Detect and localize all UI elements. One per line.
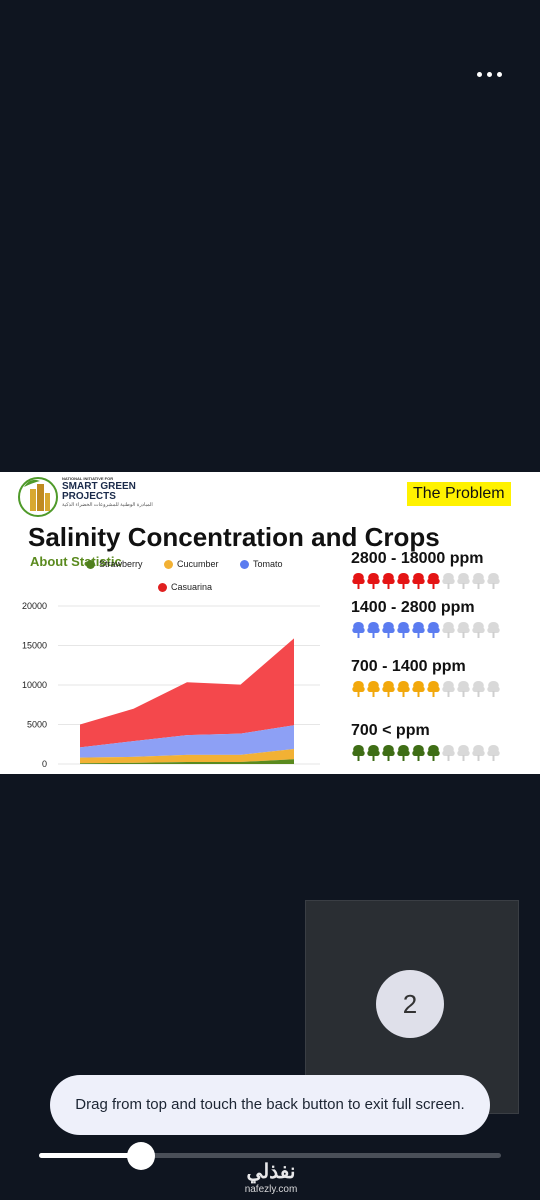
slide-title: Salinity Concentration and Crops xyxy=(28,522,440,552)
tree-icon-empty xyxy=(442,622,455,638)
logo-title-line2: PROJECTS xyxy=(62,491,116,502)
band-label: 1400 - 2800 ppm xyxy=(351,599,475,616)
band-below-700: 700 < ppm xyxy=(351,722,521,762)
fullscreen-exit-toast: Drag from top and touch the back button … xyxy=(50,1075,490,1135)
problem-tag: The Problem xyxy=(407,482,511,506)
tree-icon-empty xyxy=(457,745,470,761)
band-label: 700 < ppm xyxy=(351,722,430,739)
legend-dot-casuarina xyxy=(158,582,167,592)
tree-icon-filled xyxy=(427,681,440,697)
tree-icon-filled xyxy=(367,573,380,589)
tree-icon-filled xyxy=(412,622,425,638)
tree-icon-filled xyxy=(427,745,440,761)
band-label: 2800 - 18000 ppm xyxy=(351,550,484,567)
smart-green-projects-logo xyxy=(18,477,58,517)
logo-title: SMART GREEN PROJECTS xyxy=(62,482,136,502)
tree-icon-empty xyxy=(487,622,500,638)
y-tick-label: 5000 xyxy=(27,720,47,730)
tree-icon-empty xyxy=(472,622,485,638)
band-2800-18000: 2800 - 18000 ppm xyxy=(351,550,521,590)
tree-icon-empty xyxy=(487,745,500,761)
tree-icon-filled xyxy=(397,573,410,589)
band-1400-2800: 1400 - 2800 ppm xyxy=(351,599,521,639)
area-series-strawberry xyxy=(80,759,294,764)
tree-icon-empty xyxy=(472,681,485,697)
dot xyxy=(476,71,482,77)
y-tick-label: 15000 xyxy=(22,641,47,651)
tree-icon-filled xyxy=(352,573,365,589)
legend-label: Tomato xyxy=(253,559,283,569)
area-series-casuarina xyxy=(80,638,294,748)
watermark-arabic: نفذلي xyxy=(246,1161,296,1183)
seekbar-progress xyxy=(39,1153,141,1158)
tree-icon-filled xyxy=(382,573,395,589)
tree-icon-filled xyxy=(367,681,380,697)
tree-icon-filled xyxy=(367,622,380,638)
tree-icon-filled xyxy=(427,622,440,638)
band-700-1400: 700 - 1400 ppm xyxy=(351,658,521,698)
tree-icon-empty xyxy=(457,681,470,697)
nafezly-watermark: نفذلي nafezly.com xyxy=(236,1160,306,1196)
logo-small-text: NATIONAL INITIATIVE FOR xyxy=(62,476,114,481)
legend-casuarina: Casuarina xyxy=(158,582,212,592)
legend-label: Strawberry xyxy=(99,559,143,569)
tree-icon-filled xyxy=(382,681,395,697)
band-trees xyxy=(351,680,521,698)
tree-icon-empty xyxy=(487,573,500,589)
page-indicator[interactable]: 2 xyxy=(376,970,444,1038)
legend-strawberry: Strawberry xyxy=(86,559,143,569)
chart-areas xyxy=(80,638,294,764)
tree-icon-filled xyxy=(397,622,410,638)
legend-label: Casuarina xyxy=(171,582,213,592)
logo-title-line1: SMART GREEN xyxy=(62,481,136,492)
tree-icon-filled xyxy=(427,573,440,589)
dot xyxy=(486,71,492,77)
chart-y-ticks: 0 5000 10000 15000 20000 xyxy=(22,601,47,769)
legend-tomato: Tomato xyxy=(240,559,283,569)
seekbar-track[interactable] xyxy=(39,1153,501,1158)
tree-icon-filled xyxy=(412,681,425,697)
salinity-area-chart: 0 5000 10000 15000 20000 xyxy=(22,601,320,769)
seekbar-thumb[interactable] xyxy=(126,1142,155,1170)
legend-dot-tomato xyxy=(240,559,249,569)
tree-icon-filled xyxy=(352,622,365,638)
dot xyxy=(496,71,502,77)
tree-icon-filled xyxy=(367,745,380,761)
tree-icon-empty xyxy=(457,573,470,589)
presentation-slide: NATIONAL INITIATIVE FOR SMART GREEN PROJ… xyxy=(0,472,540,774)
y-tick-label: 10000 xyxy=(22,680,47,690)
tree-icon-filled xyxy=(412,573,425,589)
tree-icon-filled xyxy=(382,745,395,761)
area-series-tomato xyxy=(80,725,294,758)
y-tick-label: 20000 xyxy=(22,601,47,611)
tree-icon-filled xyxy=(412,745,425,761)
tree-icon-empty xyxy=(472,573,485,589)
y-tick-label: 0 xyxy=(42,759,47,769)
legend-cucumber: Cucumber xyxy=(164,559,219,569)
tree-icon-filled xyxy=(352,745,365,761)
tree-icon-empty xyxy=(442,681,455,697)
logo-arabic-text: المبادرة الوطنية للمشروعات الخضراء الذكي… xyxy=(62,502,153,508)
tree-icon-filled xyxy=(397,681,410,697)
band-trees xyxy=(351,744,521,762)
tree-icon-filled xyxy=(352,681,365,697)
tree-icon-empty xyxy=(442,573,455,589)
area-series-cucumber xyxy=(80,748,294,764)
legend-label: Cucumber xyxy=(177,559,219,569)
band-label: 700 - 1400 ppm xyxy=(351,658,466,675)
legend-dot-cucumber xyxy=(164,559,173,569)
tree-icon-empty xyxy=(457,622,470,638)
watermark-url: nafezly.com xyxy=(244,1184,298,1195)
tree-icon-empty xyxy=(442,745,455,761)
about-statistic-label: About Statistic xyxy=(30,554,122,569)
more-options-button[interactable] xyxy=(474,66,504,82)
tree-icon-filled xyxy=(382,622,395,638)
tree-icon-empty xyxy=(487,681,500,697)
band-trees xyxy=(351,572,521,590)
band-trees xyxy=(351,621,521,639)
tree-icon-empty xyxy=(472,745,485,761)
legend-dot-strawberry xyxy=(86,559,95,569)
tree-icon-filled xyxy=(397,745,410,761)
